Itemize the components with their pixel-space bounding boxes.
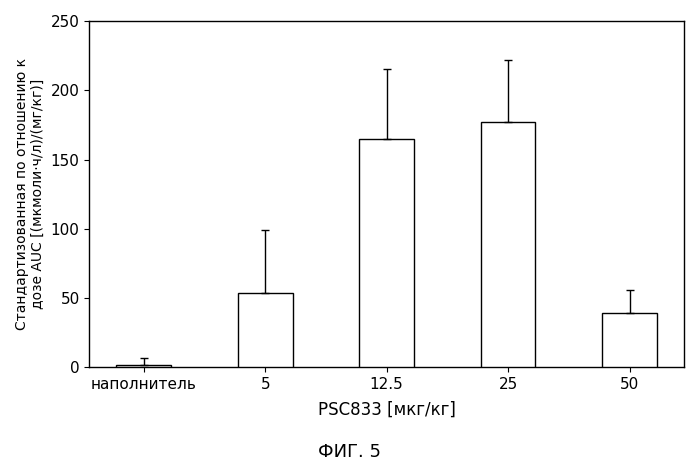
Bar — [481, 122, 535, 367]
Bar — [603, 313, 657, 367]
Y-axis label: Стандартизованная по отношению к
дозе AUC [(мкмоли·ч/л)/(мг/кг)]: Стандартизованная по отношению к дозе AU… — [15, 58, 45, 330]
Bar — [116, 364, 171, 367]
Bar — [238, 293, 292, 367]
X-axis label: PSC833 [мкг/кг]: PSC833 [мкг/кг] — [318, 400, 456, 418]
Bar — [359, 139, 414, 367]
Text: ФИГ. 5: ФИГ. 5 — [318, 443, 381, 461]
